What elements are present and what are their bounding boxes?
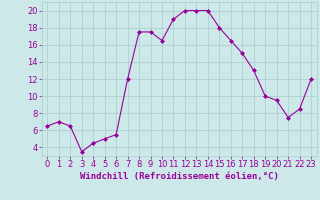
X-axis label: Windchill (Refroidissement éolien,°C): Windchill (Refroidissement éolien,°C) <box>80 172 279 181</box>
